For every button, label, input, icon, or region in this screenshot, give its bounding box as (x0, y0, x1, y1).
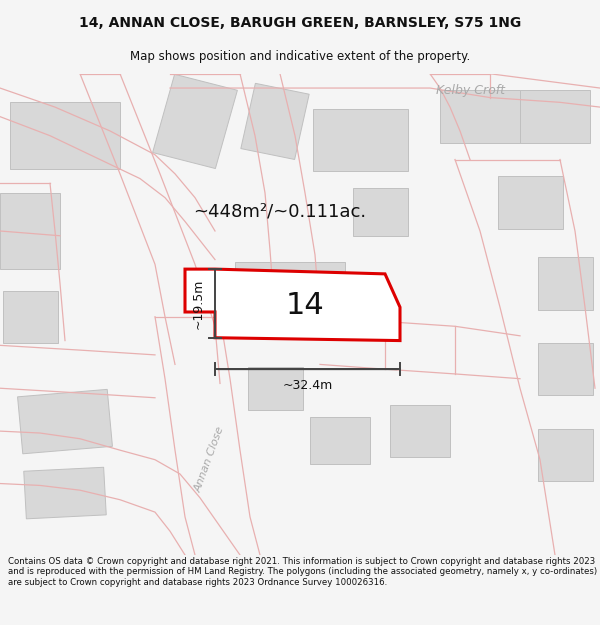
Bar (10, 102, 120, 169)
Text: Annan Close: Annan Close (193, 426, 227, 494)
Bar (497, 176, 563, 229)
Text: Map shows position and indicative extent of the property.: Map shows position and indicative extent… (130, 50, 470, 63)
Bar (0, 193, 60, 269)
Bar (538, 429, 593, 481)
Bar (440, 91, 520, 143)
Bar (248, 367, 302, 409)
Text: 14: 14 (286, 291, 325, 320)
Bar (538, 258, 593, 309)
Bar (2, 291, 58, 343)
Polygon shape (185, 269, 400, 341)
Bar (353, 188, 407, 236)
Text: Kelby Croft: Kelby Croft (436, 84, 505, 98)
Text: 14, ANNAN CLOSE, BARUGH GREEN, BARNSLEY, S75 1NG: 14, ANNAN CLOSE, BARUGH GREEN, BARNSLEY,… (79, 16, 521, 30)
Bar (241, 83, 309, 159)
Bar (313, 109, 407, 171)
Text: ~448m²/~0.111ac.: ~448m²/~0.111ac. (193, 203, 367, 221)
Bar (152, 74, 238, 169)
Bar (310, 417, 370, 464)
Text: ~32.4m: ~32.4m (283, 379, 332, 392)
Bar (538, 343, 593, 396)
Bar (24, 468, 106, 519)
Bar (235, 262, 345, 324)
Bar (390, 405, 450, 458)
Text: Contains OS data © Crown copyright and database right 2021. This information is : Contains OS data © Crown copyright and d… (8, 557, 597, 587)
Bar (520, 91, 590, 143)
Text: ~19.5m: ~19.5m (192, 278, 205, 329)
Bar (17, 389, 112, 454)
